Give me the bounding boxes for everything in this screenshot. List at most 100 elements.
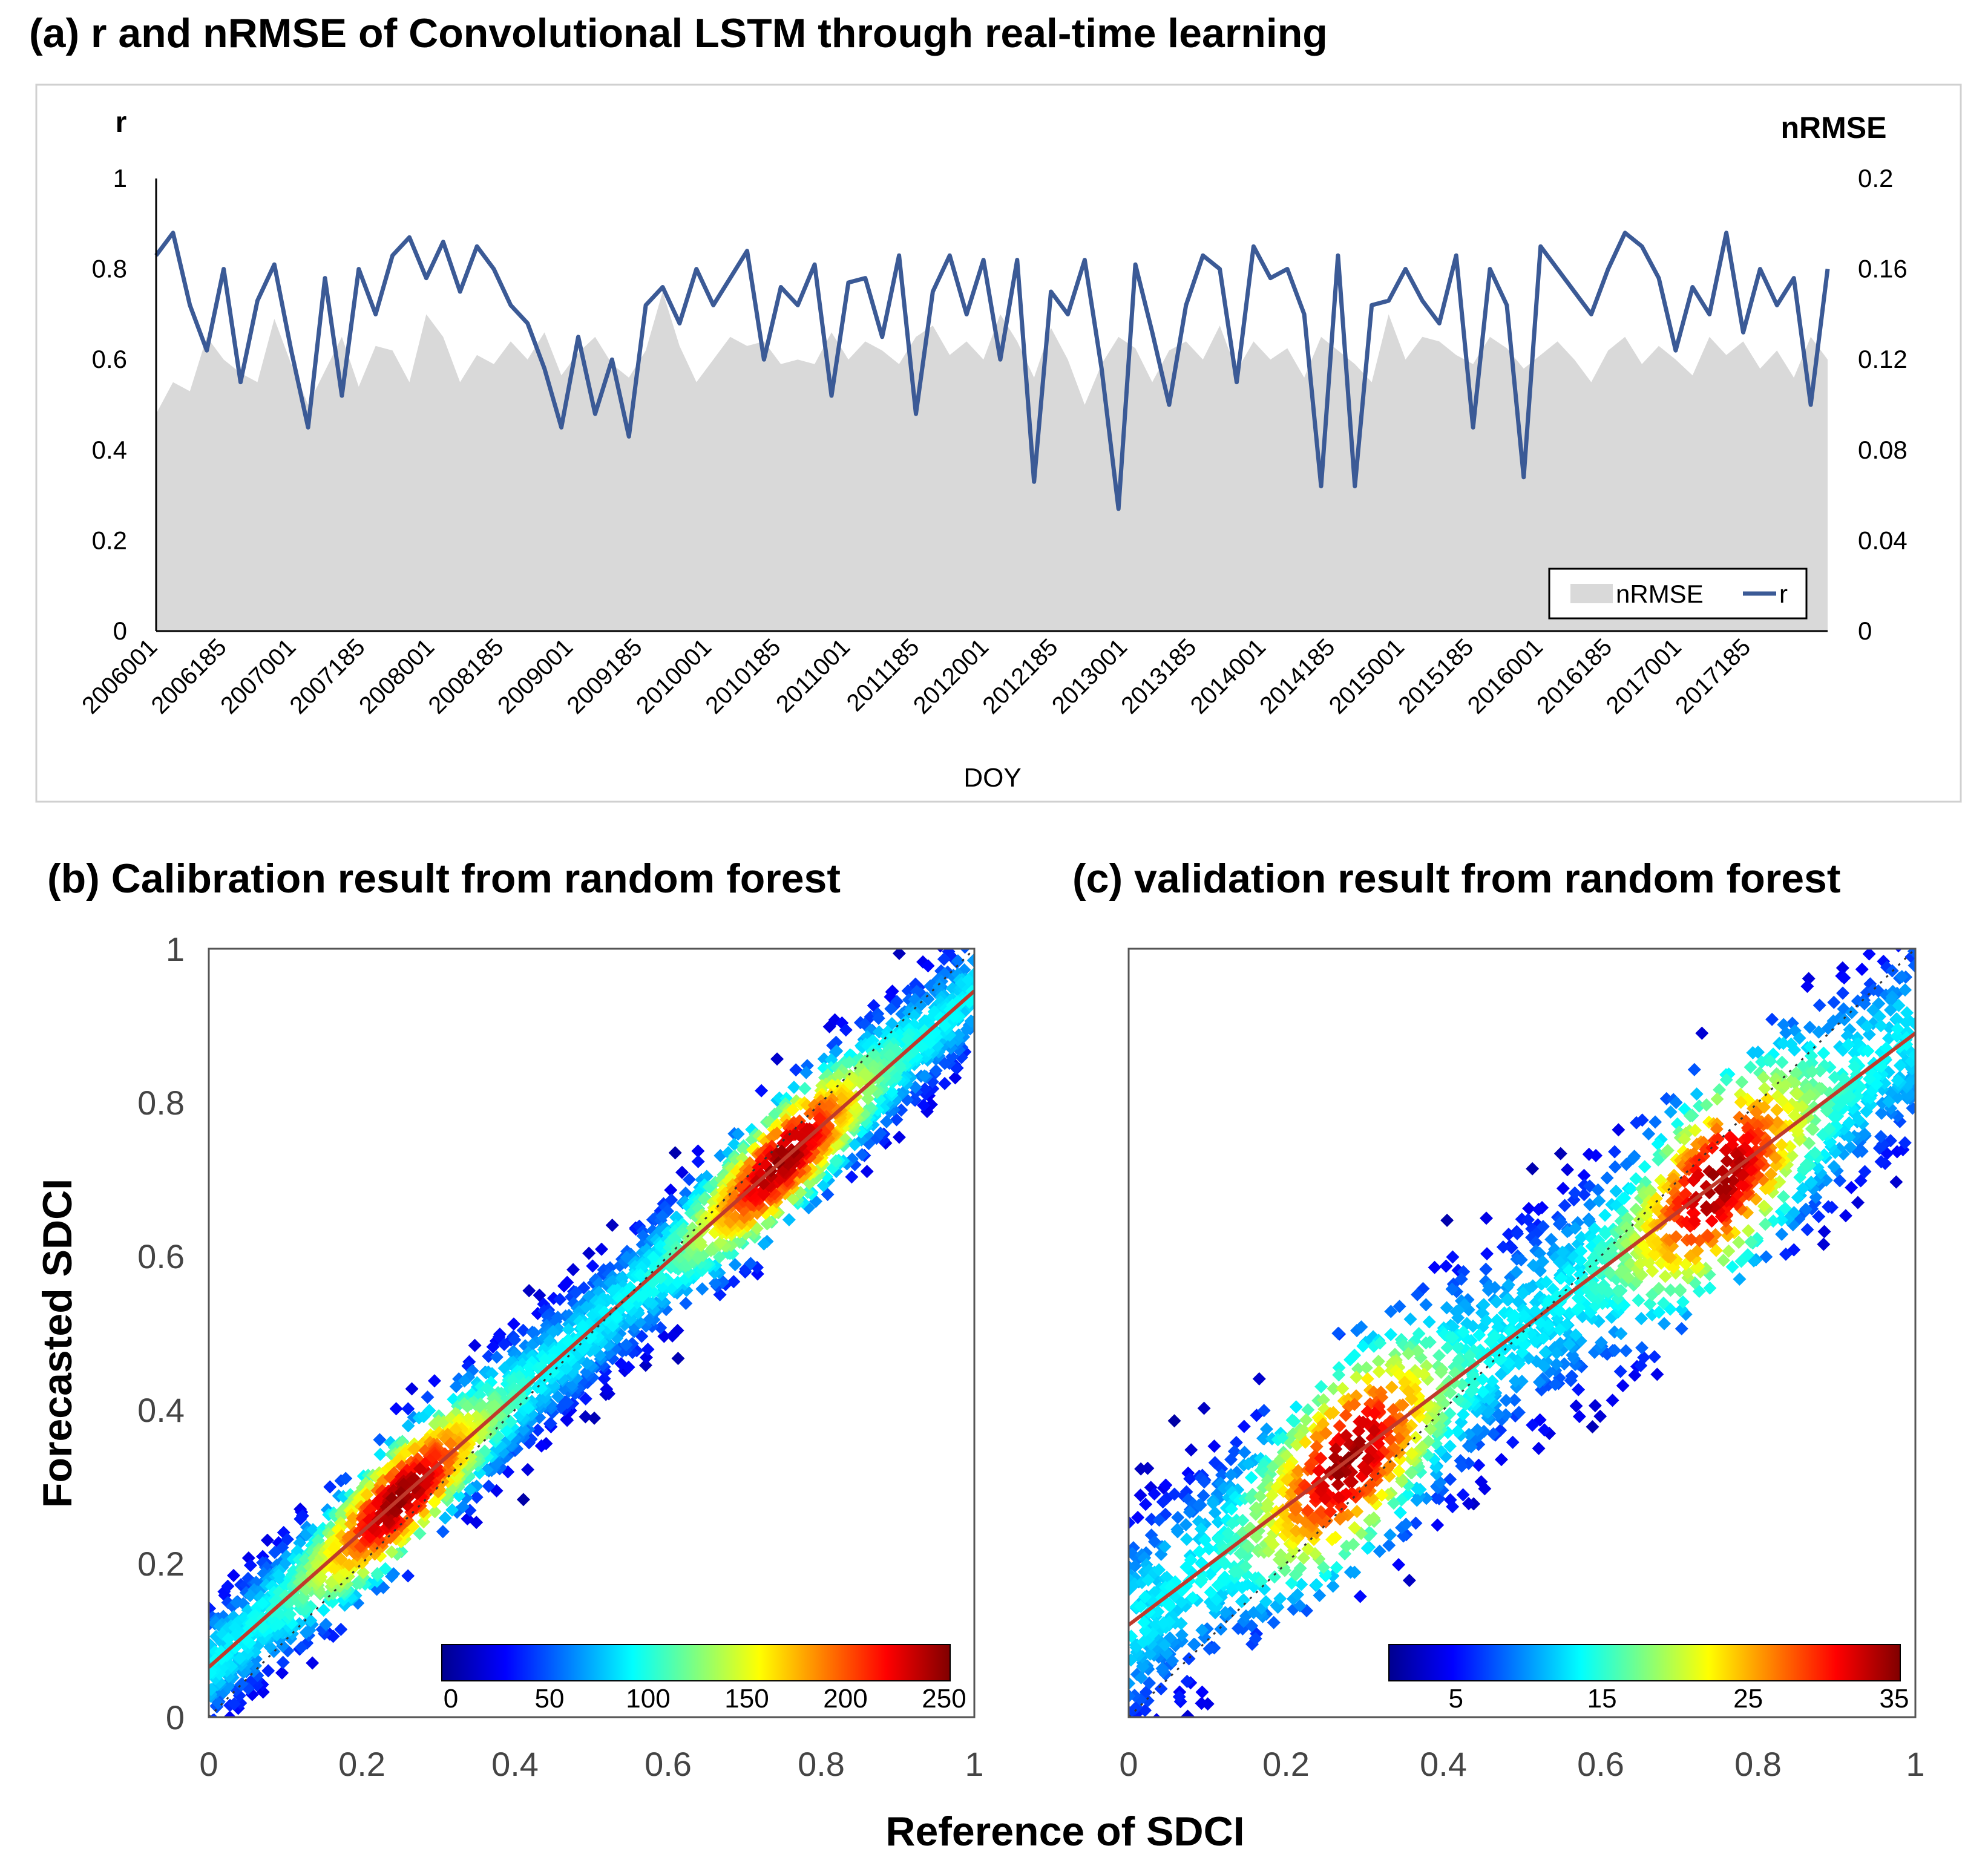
scatter-point xyxy=(1235,1595,1248,1609)
scatter-point xyxy=(1195,1623,1209,1637)
scatter-point xyxy=(1187,1637,1201,1651)
scatter-point xyxy=(1657,1317,1671,1331)
scatter-point xyxy=(1403,1312,1417,1326)
scatter-point xyxy=(1248,1632,1262,1646)
scatter-point xyxy=(1329,1442,1343,1456)
left-tick-label: 0.6 xyxy=(92,345,127,373)
scatter-point xyxy=(671,1352,685,1366)
scatter-point xyxy=(522,1284,536,1298)
scatter-point xyxy=(1163,1599,1176,1613)
scatter-point xyxy=(1652,1153,1665,1167)
scatter-point xyxy=(1492,1353,1506,1367)
scatter-point xyxy=(422,1404,436,1418)
scatter-point xyxy=(1774,1213,1788,1227)
scatter-point xyxy=(1451,1424,1465,1438)
scatter-point xyxy=(1799,1202,1813,1216)
y-tick-label: 0 xyxy=(166,1698,185,1737)
scatter-point xyxy=(1324,1505,1337,1519)
scatter-point xyxy=(1862,949,1876,961)
scatter-point xyxy=(1587,1222,1601,1236)
scatter-point xyxy=(1152,1563,1166,1577)
colorbar-tick-label: 150 xyxy=(724,1684,769,1714)
scatter-point xyxy=(1589,1148,1603,1162)
panel-b-one-to-one-line xyxy=(209,949,974,1717)
nrmse-area xyxy=(156,292,1828,631)
scatter-point xyxy=(1638,1160,1652,1174)
scatter-point xyxy=(1476,1385,1490,1399)
scatter-point xyxy=(655,1295,669,1309)
scatter-point xyxy=(1238,1445,1252,1459)
scatter-point xyxy=(1675,1322,1688,1336)
scatter-point xyxy=(227,1568,241,1582)
scatter-point xyxy=(1182,1652,1196,1666)
scatter-point xyxy=(1134,1599,1148,1613)
scatter-point xyxy=(482,1479,496,1493)
scatter-point xyxy=(1156,1495,1170,1509)
scatter-point xyxy=(1837,971,1851,985)
scatter-point xyxy=(306,1656,320,1670)
scatter-point xyxy=(1889,1175,1903,1189)
left-tick-label: 0.2 xyxy=(92,526,127,554)
scatter-point xyxy=(1332,1368,1346,1382)
scatter-point xyxy=(1901,916,1915,929)
panel-c-fit-line xyxy=(1129,1032,1915,1626)
scatter-point xyxy=(1472,1458,1486,1472)
colorbar-tick-label: 250 xyxy=(922,1684,966,1714)
scatter-point xyxy=(1783,1140,1797,1154)
scatter-point xyxy=(1139,1498,1153,1511)
scatter-point xyxy=(1440,1341,1454,1355)
x-tick-label: 1 xyxy=(965,1745,983,1783)
scatter-point xyxy=(1661,1144,1675,1157)
scatter-point xyxy=(1550,1346,1564,1360)
scatter-point xyxy=(1195,1685,1209,1699)
scatter-point xyxy=(1359,1361,1373,1375)
scatter-point xyxy=(786,1103,799,1117)
scatter-point xyxy=(1757,1199,1771,1213)
scatter-point xyxy=(1456,1407,1470,1421)
scatter-point xyxy=(1874,1130,1888,1144)
scatter-point xyxy=(1310,1578,1324,1592)
scatter-point xyxy=(1861,1044,1875,1058)
panel-b-y-ticks: 00.20.40.60.81 xyxy=(137,930,185,1737)
scatter-point xyxy=(731,1127,745,1141)
scatter-point xyxy=(1443,1439,1457,1453)
scatter-point xyxy=(1456,1488,1470,1502)
scatter-point xyxy=(1741,1131,1755,1145)
scatter-point xyxy=(1901,934,1914,948)
scatter-point xyxy=(463,1482,477,1496)
scatter-point xyxy=(1759,1217,1773,1231)
panel-a-chart: (a) r and nRMSE of Convolutional LSTM th… xyxy=(29,10,1962,803)
scatter-point xyxy=(1719,1144,1733,1157)
scatter-point xyxy=(1827,1159,1841,1173)
scatter-point xyxy=(1392,1557,1406,1571)
scatter-point xyxy=(957,928,970,941)
scatter-point xyxy=(960,949,970,954)
scatter-point xyxy=(1555,1245,1569,1259)
right-tick-label: 0.12 xyxy=(1858,345,1908,373)
scatter-point xyxy=(1183,1505,1196,1519)
scatter-point xyxy=(1452,1303,1466,1317)
scatter-point xyxy=(1790,1087,1804,1101)
scatter-point xyxy=(1186,1591,1200,1605)
scatter-point xyxy=(929,1064,943,1078)
scatter-point xyxy=(1517,1309,1530,1323)
colorbar-tick-label: 200 xyxy=(823,1684,867,1714)
scatter-point xyxy=(1642,1127,1656,1141)
scatter-point xyxy=(1422,1315,1436,1329)
scatter-point xyxy=(1501,1278,1515,1292)
scatter-point xyxy=(243,1589,257,1603)
scatter-point xyxy=(1141,1726,1155,1740)
scatter-point xyxy=(1241,1539,1255,1553)
scatter-point xyxy=(937,952,951,966)
scatter-point xyxy=(207,1723,220,1737)
panel-b-colorbar: 0 50 100 150 200 250 xyxy=(441,1644,966,1714)
scatter-point xyxy=(1813,1064,1827,1078)
scatter-point xyxy=(1554,1216,1568,1229)
scatter-point xyxy=(1314,1380,1328,1393)
scatter-point xyxy=(1330,1560,1343,1574)
scatter-point xyxy=(1480,1314,1494,1327)
scatter-point xyxy=(1720,1222,1734,1236)
scatter-point xyxy=(789,1063,803,1077)
scatter-point xyxy=(1860,1020,1874,1033)
scatter-point xyxy=(1651,1137,1665,1151)
